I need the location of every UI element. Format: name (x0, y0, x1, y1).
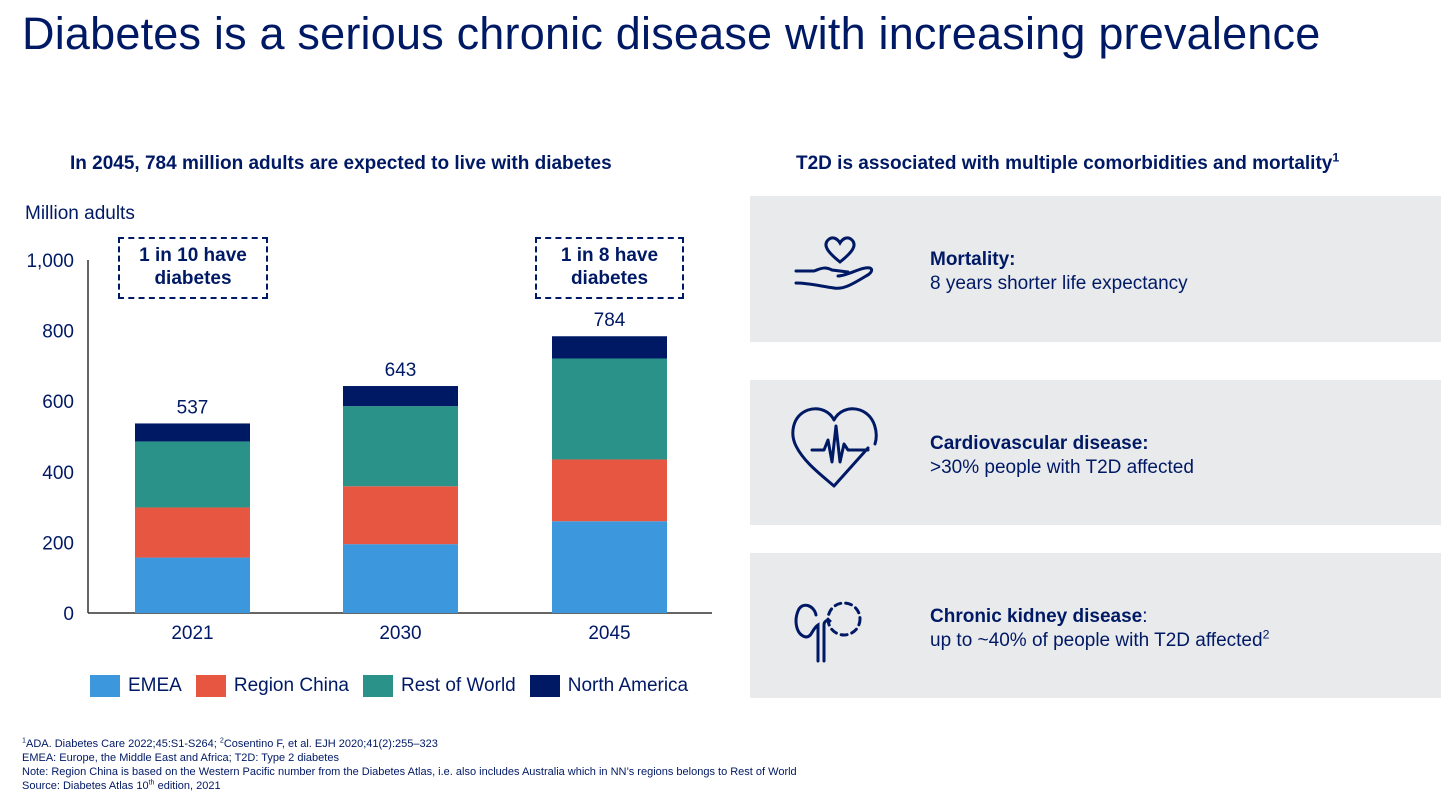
card-text: 8 years shorter life expectancy (930, 273, 1188, 294)
bar-segment-north-america (343, 386, 458, 407)
y-tick-label: 600 (42, 392, 74, 413)
footnote-text: ADA. Diabetes Care 2022;45:S1-S264; (25, 738, 220, 750)
bar-segment-region-china (343, 486, 458, 545)
heart-pulse-icon (791, 407, 878, 488)
bar-segment-emea (343, 544, 458, 613)
footnotes: 1ADA. Diabetes Care 2022;45:S1-S264; 2Co… (22, 737, 797, 793)
bar-segment-region-china (135, 507, 250, 558)
footnote-note: Note: Region China is based on the Weste… (22, 766, 797, 778)
card-text: >30% people with T2D affected (930, 457, 1194, 478)
comorbidities-subtitle: T2D is associated with multiple comorbid… (796, 150, 1340, 175)
card-title-suffix: : (1142, 606, 1148, 627)
card-title: Cardiovascular disease: (930, 433, 1149, 454)
card-title: Chronic kidney disease: (930, 606, 1148, 628)
callout-line: diabetes (154, 268, 232, 289)
x-tick-label: 2030 (379, 623, 421, 644)
card-text: up to ~40% of people with T2D affected2 (930, 627, 1270, 652)
footnote-ref: 1 (22, 736, 26, 745)
bar-segment-rest-of-world (135, 441, 250, 508)
bar-total-label: 537 (177, 397, 209, 418)
y-axis-label: Million adults (25, 203, 135, 224)
card-text-body: up to ~40% of people with T2D affected (930, 630, 1263, 651)
legend-label: Region China (233, 675, 349, 696)
legend-swatch-na (529, 675, 560, 697)
footnote-references: 1ADA. Diabetes Care 2022;45:S1-S264; 2Co… (22, 737, 797, 751)
legend-label: Rest of World (401, 675, 516, 696)
callout-line: 1 in 10 have (139, 245, 247, 266)
legend-swatch-row (363, 675, 393, 697)
footnote-ref: 1 (1332, 150, 1340, 165)
legend-label: EMEA (128, 675, 182, 696)
y-tick-label: 800 (42, 322, 74, 343)
stacked-bar-chart: 0 200 400 600 800 1,000 537 2021 643 2030 784 2045 (26, 251, 712, 644)
footnote-text: edition, 2021 (154, 780, 221, 792)
callout-line: 1 in 8 have (560, 245, 659, 266)
footnote-abbreviations: EMEA: Europe, the Middle East and Africa… (22, 752, 339, 764)
bar-segment-region-china (552, 459, 667, 522)
page-title: Diabetes is a serious chronic disease wi… (22, 8, 1321, 59)
bar-segment-north-america (552, 336, 667, 359)
y-tick-label: 200 (42, 533, 74, 554)
heart-in-hand-icon (794, 236, 874, 290)
bar-segment-rest-of-world (552, 358, 667, 460)
card-cardiovascular: Cardiovascular disease: >30% people with… (750, 380, 1441, 525)
callout-2045: 1 in 8 have diabetes (535, 237, 684, 299)
y-tick-label: 400 (42, 463, 74, 484)
x-tick-label: 2021 (171, 623, 213, 644)
card-title: Mortality: (930, 249, 1016, 270)
y-tick-label: 0 (63, 604, 74, 625)
chart-subtitle: In 2045, 784 million adults are expected… (70, 153, 612, 174)
footnote-source: Source: Diabetes Atlas 10th edition, 202… (22, 779, 797, 793)
legend-swatch-china (195, 675, 226, 697)
card-mortality: Mortality: 8 years shorter life expectan… (750, 196, 1441, 342)
card-kidney: Chronic kidney disease: up to ~40% of pe… (750, 553, 1441, 698)
footnote-ref: 2 (1262, 627, 1270, 642)
footnote-text: Cosentino F, et al. EJH 2020;41(2):255–3… (223, 738, 438, 750)
kidney-icon (794, 601, 862, 663)
bar-segment-emea (552, 521, 667, 613)
bar-total-label: 784 (594, 310, 626, 331)
bar-segment-rest-of-world (343, 406, 458, 487)
callout-line: diabetes (570, 268, 649, 289)
legend: EMEA Region China Rest of World North Am… (90, 675, 688, 697)
footnote-text: Source: Diabetes Atlas 10 (22, 780, 149, 792)
y-tick-label: 1,000 (26, 251, 74, 272)
x-tick-label: 2045 (588, 623, 630, 644)
footnote-ref: 2 (219, 736, 224, 745)
legend-swatch-emea (90, 675, 120, 697)
card-title-text: Chronic kidney disease (930, 606, 1143, 627)
legend-label: North America (567, 675, 689, 696)
comorbidities-subtitle-text: T2D is associated with multiple comorbid… (796, 153, 1333, 174)
bar-total-label: 643 (385, 360, 417, 381)
footnote-ref: th (148, 778, 155, 787)
callout-2021: 1 in 10 have diabetes (118, 237, 268, 299)
bar-segment-emea (135, 557, 250, 613)
bar-segment-north-america (135, 423, 250, 442)
